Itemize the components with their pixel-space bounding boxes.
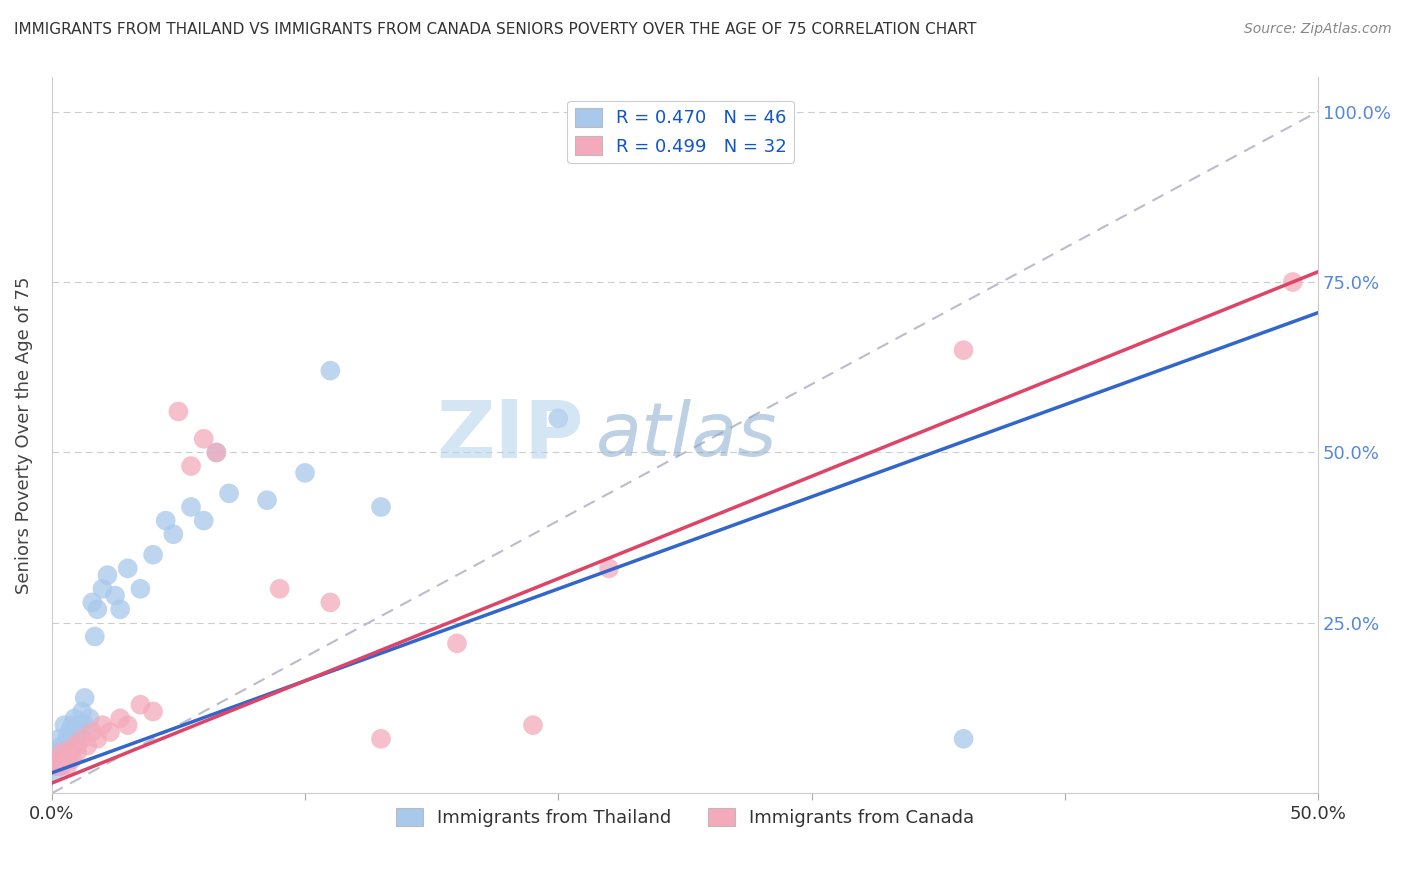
- Text: ZIP: ZIP: [436, 396, 583, 475]
- Point: [56, 759, 79, 773]
- Point: [63, 739, 86, 753]
- Point: [155, 514, 177, 528]
- Point: [48, 731, 70, 746]
- Point: [269, 582, 291, 596]
- Text: Source: ZipAtlas.com: Source: ZipAtlas.com: [1244, 22, 1392, 37]
- Point: [51, 746, 73, 760]
- Point: [1281, 275, 1303, 289]
- Text: IMMIGRANTS FROM THAILAND VS IMMIGRANTS FROM CANADA SENIORS POVERTY OVER THE AGE : IMMIGRANTS FROM THAILAND VS IMMIGRANTS F…: [14, 22, 977, 37]
- Point: [98, 725, 121, 739]
- Point: [70, 705, 93, 719]
- Point: [180, 500, 202, 514]
- Point: [44, 765, 66, 780]
- Point: [370, 500, 392, 514]
- Point: [53, 752, 76, 766]
- Point: [66, 725, 89, 739]
- Legend: Immigrants from Thailand, Immigrants from Canada: Immigrants from Thailand, Immigrants fro…: [388, 801, 981, 834]
- Point: [205, 445, 228, 459]
- Point: [117, 561, 139, 575]
- Point: [86, 731, 108, 746]
- Point: [53, 746, 76, 760]
- Point: [60, 718, 83, 732]
- Point: [117, 718, 139, 732]
- Point: [319, 363, 342, 377]
- Point: [952, 731, 974, 746]
- Point: [83, 630, 105, 644]
- Point: [82, 595, 104, 609]
- Point: [162, 527, 184, 541]
- Point: [167, 404, 190, 418]
- Point: [598, 561, 620, 575]
- Point: [70, 731, 93, 746]
- Point: [522, 718, 544, 732]
- Point: [51, 739, 73, 753]
- Point: [45, 752, 67, 766]
- Point: [60, 739, 83, 753]
- Point: [108, 602, 131, 616]
- Point: [73, 690, 96, 705]
- Point: [96, 568, 118, 582]
- Point: [73, 718, 96, 732]
- Point: [91, 582, 114, 596]
- Point: [48, 752, 70, 766]
- Point: [952, 343, 974, 358]
- Point: [142, 548, 165, 562]
- Point: [108, 711, 131, 725]
- Point: [44, 759, 66, 773]
- Point: [53, 718, 76, 732]
- Point: [547, 411, 569, 425]
- Point: [48, 759, 70, 773]
- Point: [82, 725, 104, 739]
- Point: [51, 759, 73, 773]
- Text: atlas: atlas: [596, 400, 778, 471]
- Point: [86, 602, 108, 616]
- Point: [45, 759, 67, 773]
- Point: [446, 636, 468, 650]
- Point: [56, 731, 79, 746]
- Point: [66, 746, 89, 760]
- Point: [205, 445, 228, 459]
- Point: [56, 752, 79, 766]
- Point: [76, 739, 98, 753]
- Point: [104, 589, 127, 603]
- Point: [58, 746, 80, 760]
- Point: [256, 493, 278, 508]
- Point: [91, 718, 114, 732]
- Point: [193, 432, 215, 446]
- Point: [129, 582, 152, 596]
- Point: [294, 466, 316, 480]
- Point: [129, 698, 152, 712]
- Point: [66, 739, 89, 753]
- Point: [58, 725, 80, 739]
- Point: [58, 746, 80, 760]
- Point: [142, 705, 165, 719]
- Point: [218, 486, 240, 500]
- Point: [45, 746, 67, 760]
- Point: [193, 514, 215, 528]
- Point: [370, 731, 392, 746]
- Point: [180, 459, 202, 474]
- Point: [63, 711, 86, 725]
- Point: [63, 731, 86, 746]
- Point: [60, 752, 83, 766]
- Y-axis label: Seniors Poverty Over the Age of 75: Seniors Poverty Over the Age of 75: [15, 277, 32, 594]
- Point: [79, 711, 101, 725]
- Point: [69, 718, 91, 732]
- Point: [319, 595, 342, 609]
